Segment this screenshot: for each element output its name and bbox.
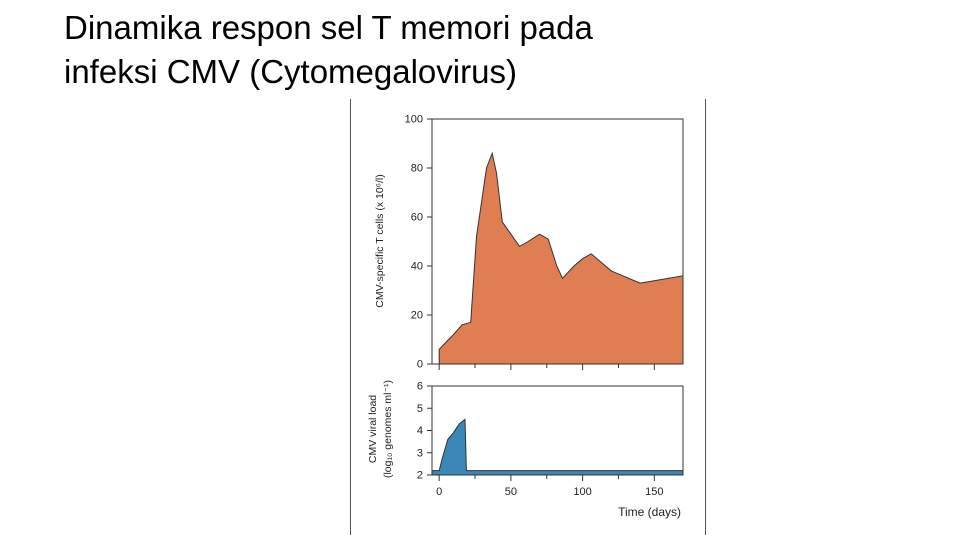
top-y-tick-label: 20 xyxy=(411,310,423,322)
top-y-axis-label: CMV-specific T cells (x 10⁶/l) xyxy=(374,174,386,307)
top-y-tick-label: 60 xyxy=(411,212,423,224)
figure-box: 0 20 40 60 80 100 CMV-specific T cells (x 10⁶… xyxy=(350,99,706,535)
bottom-y-tick-label: 5 xyxy=(417,403,423,415)
top-y-axis: 0 20 40 60 80 100 xyxy=(405,114,432,371)
tcell-area-series xyxy=(438,151,684,365)
bottom-y-axis-label-line-1: CMV viral load xyxy=(367,395,379,463)
slide-title-line-1: Dinamika respon sel T memori pada xyxy=(64,9,593,46)
x-tick-label: 0 xyxy=(436,486,442,498)
bottom-panel: 2 3 4 5 6 0 50 100 150 CMV viral load (log₁₀ ge… xyxy=(367,380,684,519)
bottom-y-axis: 2 3 4 5 6 xyxy=(417,381,432,482)
bottom-x-axis: 0 50 100 150 xyxy=(436,475,663,498)
bottom-y-tick-label: 6 xyxy=(417,381,423,393)
viral-load-area-series xyxy=(431,418,684,476)
bottom-y-tick-label: 3 xyxy=(417,447,423,459)
top-x-axis xyxy=(438,364,655,370)
bottom-y-axis-label-line-2: (log₁₀ genomes ml⁻¹) xyxy=(382,380,394,478)
slide-title-line-2: infeksi CMV (Cytomegalovirus) xyxy=(64,53,517,90)
top-y-tick-label: 100 xyxy=(405,114,423,126)
top-y-tick-label: 40 xyxy=(411,261,423,273)
bottom-y-tick-label: 4 xyxy=(417,425,423,437)
top-panel: 0 20 40 60 80 100 CMV-specific T cells (x 10⁶… xyxy=(374,114,684,371)
slide-title: Dinamika respon sel T memori pada infeks… xyxy=(64,6,924,94)
top-y-tick-label: 0 xyxy=(417,359,423,371)
x-tick-label: 50 xyxy=(505,486,517,498)
x-axis-label: Time (days) xyxy=(618,505,681,519)
bottom-y-tick-label: 2 xyxy=(417,470,423,482)
x-tick-label: 100 xyxy=(573,486,591,498)
x-tick-label: 150 xyxy=(645,486,663,498)
top-y-tick-label: 80 xyxy=(411,163,423,175)
bottom-plot-frame xyxy=(431,385,684,476)
